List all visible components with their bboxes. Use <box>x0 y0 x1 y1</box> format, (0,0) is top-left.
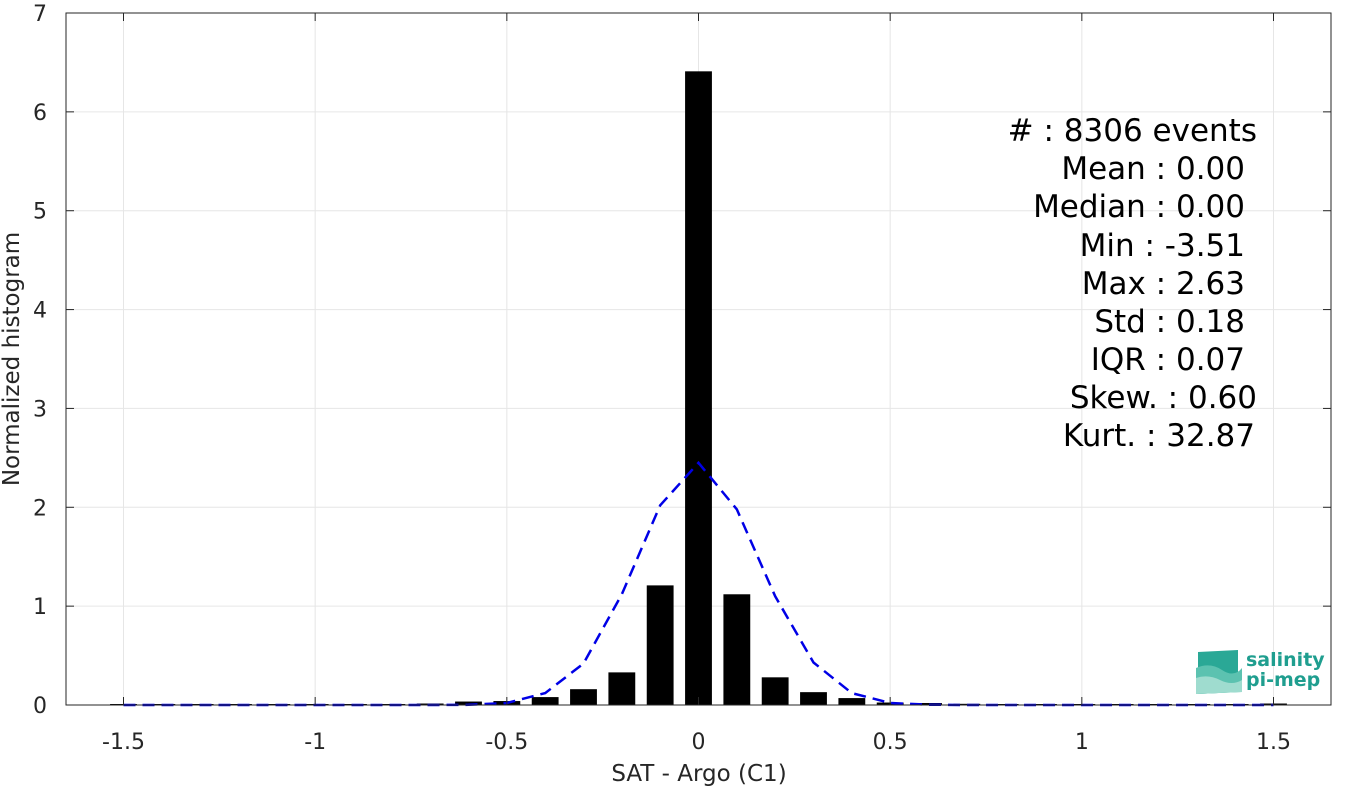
histogram-bars <box>110 71 1287 706</box>
x-tick-label: -0.5 <box>485 730 528 755</box>
y-tick-label: 5 <box>33 200 47 225</box>
y-tick-label: 7 <box>33 2 47 27</box>
stats-mean: Mean : 0.00 <box>1061 151 1245 187</box>
wave-logo-icon <box>1196 650 1242 694</box>
x-tick-label: 1 <box>1075 730 1089 755</box>
histogram-bar <box>761 677 789 705</box>
y-tick-label: 4 <box>33 299 47 324</box>
axis-ticks <box>66 12 1331 706</box>
stats-min: Min : -3.51 <box>1080 228 1245 264</box>
salinity-pi-mep-logo: salinity pi-mep <box>1196 649 1325 694</box>
y-tick-label: 3 <box>33 397 47 422</box>
histogram-bar <box>608 672 636 705</box>
histogram-bar <box>455 701 482 705</box>
stats-kurt: Kurt. : 32.87 <box>1063 418 1255 454</box>
stats-iqr: IQR : 0.07 <box>1091 342 1245 378</box>
stats-box: # : 8306 events Mean : 0.00 Median : 0.0… <box>1008 113 1257 454</box>
logo-text-salinity: salinity <box>1246 649 1325 671</box>
histogram-bar <box>570 689 597 705</box>
x-tick-label: -1 <box>304 730 326 755</box>
histogram-bar <box>800 692 827 705</box>
stats-events: # : 8306 events <box>1008 113 1257 149</box>
x-tick-label: 0 <box>692 730 706 755</box>
y-tick-labels: 0 1 2 3 4 5 6 7 <box>33 2 47 719</box>
histogram-bar <box>838 698 866 705</box>
histogram-bar <box>646 585 674 705</box>
x-tick-labels: -1.5 -1 -0.5 0 0.5 1 1.5 <box>102 730 1291 755</box>
stats-max: Max : 2.63 <box>1082 266 1245 302</box>
y-tick-label: 6 <box>33 101 47 126</box>
histogram-bar <box>531 697 559 705</box>
histogram-bar <box>953 703 981 705</box>
stats-median: Median : 0.00 <box>1033 189 1245 225</box>
histogram-bar <box>685 71 712 706</box>
x-axis-title: SAT - Argo (C1) <box>611 761 786 787</box>
stats-std: Std : 0.18 <box>1094 304 1245 340</box>
histogram-bar <box>915 703 942 705</box>
x-tick-label: -1.5 <box>102 730 145 755</box>
y-tick-label: 1 <box>33 595 47 620</box>
x-tick-label: 1.5 <box>1256 730 1291 755</box>
stats-skew: Skew. : 0.60 <box>1070 380 1257 416</box>
y-axis-title: Normalized histogram <box>0 232 25 486</box>
y-tick-label: 0 <box>33 694 47 719</box>
histogram-bar <box>723 594 751 705</box>
x-tick-label: 0.5 <box>873 730 908 755</box>
y-tick-label: 2 <box>33 496 47 521</box>
logo-text-pi-mep: pi-mep <box>1246 669 1320 691</box>
